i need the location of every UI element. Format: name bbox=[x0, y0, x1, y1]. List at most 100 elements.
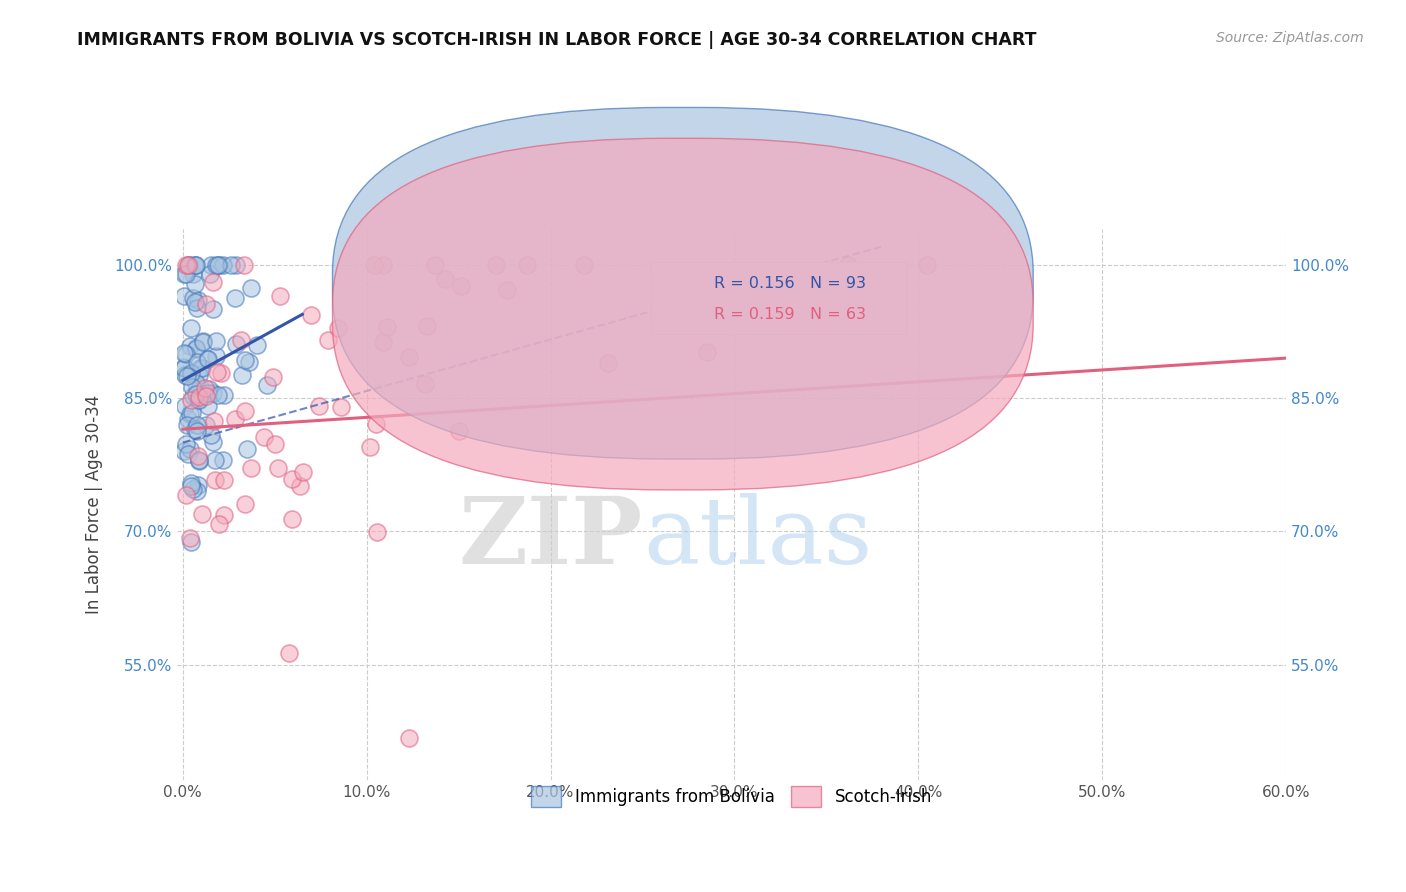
Point bbox=[262, 370, 284, 384]
Point bbox=[188, 452, 211, 467]
Point bbox=[184, 385, 207, 400]
Point bbox=[299, 308, 322, 322]
Point bbox=[316, 334, 339, 348]
Point bbox=[179, 339, 201, 353]
Point bbox=[177, 258, 200, 272]
Point bbox=[177, 258, 200, 272]
Point bbox=[326, 321, 349, 335]
Point bbox=[197, 352, 219, 367]
Point bbox=[277, 646, 299, 660]
Point bbox=[200, 258, 222, 272]
Point bbox=[211, 366, 233, 380]
Point bbox=[173, 360, 195, 375]
Point bbox=[201, 385, 224, 400]
Point bbox=[181, 406, 204, 420]
Point bbox=[176, 368, 198, 383]
Point bbox=[204, 258, 226, 272]
Point bbox=[187, 449, 209, 463]
Point bbox=[194, 297, 217, 311]
Point bbox=[238, 355, 260, 369]
Point bbox=[224, 412, 246, 426]
Point bbox=[837, 258, 859, 272]
Point bbox=[371, 258, 394, 272]
Point bbox=[173, 444, 195, 458]
Point bbox=[186, 483, 208, 498]
Point bbox=[281, 472, 304, 486]
Point bbox=[173, 267, 195, 281]
Point bbox=[917, 258, 939, 272]
Point bbox=[225, 337, 247, 351]
Text: ZIP: ZIP bbox=[458, 493, 643, 582]
Point bbox=[188, 368, 211, 383]
Point bbox=[174, 267, 197, 281]
Point bbox=[174, 437, 197, 451]
Point bbox=[366, 525, 388, 540]
Point bbox=[180, 534, 202, 549]
Point bbox=[202, 276, 225, 290]
Point bbox=[173, 399, 195, 413]
Point bbox=[269, 288, 291, 302]
Point bbox=[194, 381, 217, 395]
Point bbox=[373, 334, 395, 349]
Point bbox=[212, 473, 235, 487]
Point bbox=[183, 258, 205, 272]
Point bbox=[212, 258, 235, 272]
Point bbox=[208, 516, 231, 531]
Point bbox=[308, 399, 330, 413]
Point bbox=[194, 387, 217, 401]
Point bbox=[231, 333, 253, 347]
Point bbox=[190, 361, 212, 376]
Point bbox=[398, 731, 420, 745]
Point bbox=[212, 508, 235, 523]
Point bbox=[398, 350, 420, 364]
Point bbox=[176, 488, 198, 502]
Y-axis label: In Labor Force | Age 30-34: In Labor Force | Age 30-34 bbox=[86, 395, 103, 615]
Point bbox=[173, 289, 195, 303]
Point bbox=[173, 361, 195, 376]
Point bbox=[174, 346, 197, 360]
Point bbox=[434, 272, 457, 286]
Point bbox=[219, 258, 242, 272]
Point bbox=[240, 460, 263, 475]
Point bbox=[202, 435, 225, 450]
Point bbox=[187, 393, 209, 408]
Point bbox=[191, 334, 214, 349]
Point bbox=[184, 342, 207, 356]
Point bbox=[450, 279, 472, 293]
Text: R = 0.156   N = 93: R = 0.156 N = 93 bbox=[714, 276, 866, 291]
Point bbox=[179, 442, 201, 456]
Point bbox=[187, 477, 209, 491]
Text: atlas: atlas bbox=[643, 493, 872, 582]
Point bbox=[204, 473, 226, 487]
Point bbox=[264, 437, 287, 451]
Point bbox=[290, 478, 312, 492]
Point bbox=[180, 476, 202, 491]
Point bbox=[179, 532, 201, 546]
Point bbox=[188, 454, 211, 468]
Point bbox=[291, 465, 314, 479]
Point bbox=[233, 497, 256, 511]
Point bbox=[173, 346, 195, 360]
Point bbox=[280, 512, 302, 526]
Point bbox=[329, 400, 352, 414]
Point bbox=[194, 389, 217, 403]
Point bbox=[202, 414, 225, 428]
Point bbox=[186, 424, 208, 438]
Point bbox=[183, 389, 205, 403]
Point bbox=[224, 291, 246, 305]
Point bbox=[176, 258, 198, 272]
Point bbox=[184, 376, 207, 391]
Point bbox=[195, 418, 218, 433]
Point bbox=[198, 383, 221, 397]
Point bbox=[188, 361, 211, 376]
Point bbox=[496, 283, 519, 297]
Point bbox=[186, 355, 208, 369]
Point bbox=[180, 393, 202, 408]
FancyBboxPatch shape bbox=[332, 107, 1033, 459]
Point bbox=[204, 453, 226, 467]
Point bbox=[197, 399, 219, 413]
Point bbox=[180, 366, 202, 380]
Point bbox=[181, 267, 204, 281]
Point bbox=[696, 345, 718, 359]
Point bbox=[184, 258, 207, 272]
